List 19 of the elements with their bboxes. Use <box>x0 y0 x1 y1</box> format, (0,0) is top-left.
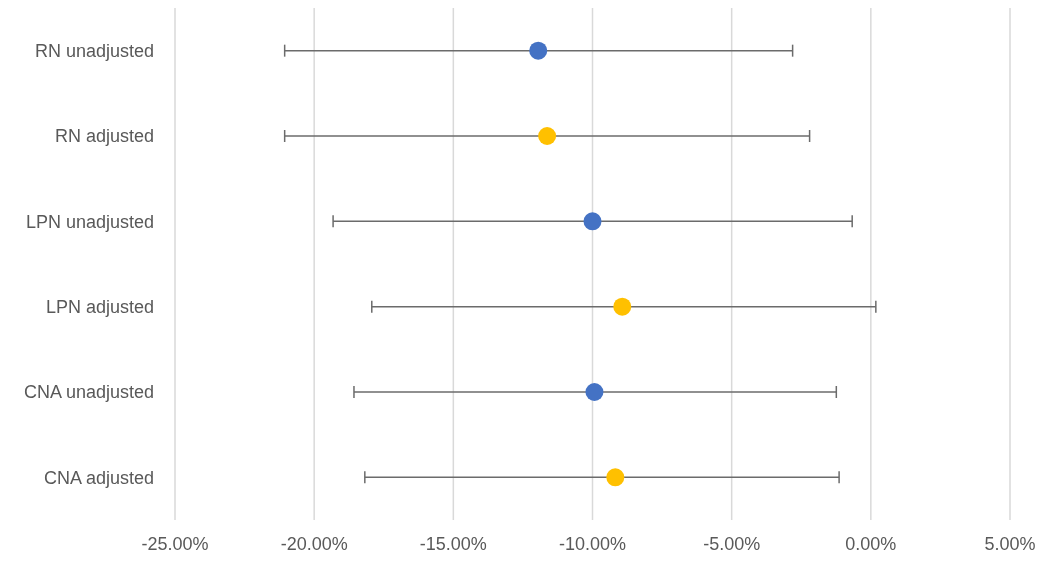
y-tick-label: LPN unadjusted <box>25 211 154 232</box>
point <box>606 468 625 487</box>
x-tick-label: 0.00% <box>845 534 897 554</box>
y-tick-label: RN adjusted <box>54 126 154 147</box>
point <box>538 127 557 145</box>
point <box>613 297 632 316</box>
y-tick-label: RN unadjusted <box>34 40 154 61</box>
y-tick-label: CNA unadjusted <box>23 382 154 403</box>
x-tick-label: -5.00% <box>703 534 761 554</box>
x-tick-label: 5.00% <box>984 534 1036 554</box>
point <box>585 383 604 401</box>
point <box>583 212 602 231</box>
y-tick-label: LPN adjusted <box>45 296 154 317</box>
y-tick-label: CNA adjusted <box>43 467 154 488</box>
x-tick-label: -10.00% <box>558 534 627 554</box>
point <box>529 41 548 60</box>
x-tick-label: -20.00% <box>280 534 348 554</box>
x-tick-label: -25.00% <box>141 534 209 554</box>
x-tick-label: -15.00% <box>419 534 487 554</box>
